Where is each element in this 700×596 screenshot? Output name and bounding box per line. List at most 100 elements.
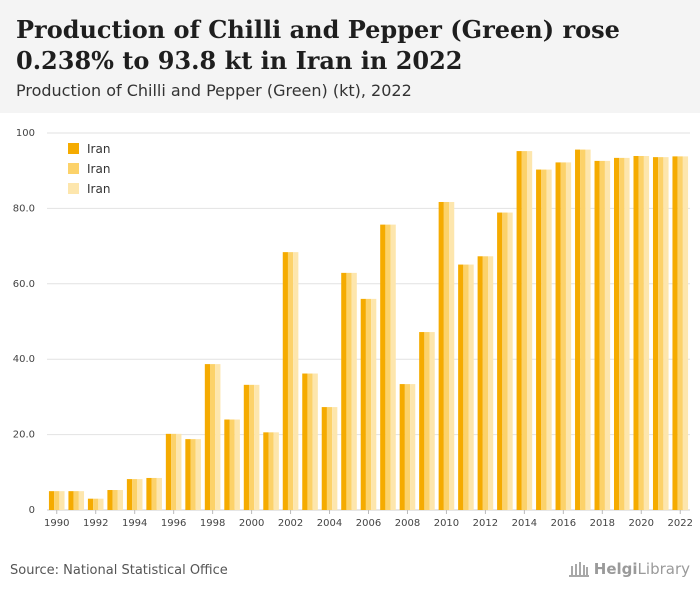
bar-group-1996 bbox=[165, 433, 182, 510]
legend-swatch bbox=[68, 143, 79, 154]
x-tick-label: 2004 bbox=[317, 518, 342, 529]
bar bbox=[234, 419, 240, 510]
bar-group-1995 bbox=[146, 477, 162, 510]
legend-item: Iran bbox=[68, 162, 110, 176]
legend-label: Iran bbox=[87, 182, 110, 196]
bar bbox=[429, 332, 435, 510]
bar bbox=[672, 156, 678, 510]
bar bbox=[555, 162, 561, 510]
bar bbox=[497, 212, 503, 510]
bar bbox=[263, 432, 269, 510]
bar-group-2004 bbox=[321, 407, 338, 510]
y-tick-label: 100 bbox=[16, 128, 35, 139]
x-tick-label: 2010 bbox=[434, 518, 459, 529]
bar bbox=[619, 157, 625, 510]
bar-group-2006 bbox=[360, 298, 377, 510]
bar bbox=[332, 407, 338, 510]
bar bbox=[273, 432, 279, 510]
bar bbox=[385, 224, 391, 510]
bar bbox=[54, 491, 60, 510]
bar bbox=[419, 332, 425, 510]
logo-text: HelgiLibrary bbox=[594, 560, 690, 578]
bar bbox=[633, 155, 639, 510]
bar-group-2012 bbox=[477, 256, 494, 510]
bar bbox=[463, 264, 469, 510]
legend-item: Iran bbox=[68, 142, 110, 156]
bar bbox=[204, 364, 211, 510]
bar-group-2010 bbox=[438, 201, 455, 510]
bar bbox=[438, 201, 444, 510]
y-tick-label: 40.0 bbox=[13, 354, 35, 365]
bar-group-2011 bbox=[458, 264, 474, 510]
y-tick-label: 80.0 bbox=[13, 203, 35, 214]
bar bbox=[59, 491, 65, 510]
bar bbox=[185, 439, 191, 510]
bar bbox=[68, 491, 74, 510]
logo-text-bold: Helgi bbox=[593, 560, 638, 578]
bar-group-1997 bbox=[185, 439, 201, 510]
bar bbox=[575, 149, 581, 510]
bar bbox=[560, 162, 566, 510]
bar bbox=[449, 201, 455, 510]
x-axis: 1990 1992 1994 1996 1998 2000 2002 2004 2006 2008… bbox=[44, 510, 693, 529]
bar-group-1991 bbox=[68, 491, 85, 510]
legend-swatch bbox=[68, 163, 79, 174]
header: Production of Chilli and Pepper (Green) … bbox=[0, 0, 700, 113]
bar bbox=[399, 384, 405, 510]
bar bbox=[682, 156, 689, 510]
x-tick-label: 2014 bbox=[512, 518, 537, 529]
bar bbox=[404, 384, 411, 510]
bar bbox=[248, 384, 255, 510]
bar-group-2001 bbox=[263, 432, 279, 510]
bar bbox=[282, 252, 288, 510]
y-tick-label: 0 bbox=[29, 505, 35, 516]
bar bbox=[424, 332, 430, 510]
bar-group-2008 bbox=[399, 384, 416, 510]
bar bbox=[565, 162, 572, 510]
bar bbox=[215, 364, 221, 510]
bar-group-2021 bbox=[652, 157, 669, 510]
bar bbox=[117, 490, 123, 510]
legend-swatch bbox=[68, 183, 79, 194]
bar-group-2020 bbox=[633, 155, 650, 510]
bar bbox=[677, 156, 683, 510]
x-tick-label: 2008 bbox=[395, 518, 420, 529]
bar bbox=[658, 157, 664, 510]
x-tick-label: 2020 bbox=[629, 518, 654, 529]
bar-group-2015 bbox=[536, 169, 552, 510]
bar bbox=[652, 157, 659, 510]
bar bbox=[165, 433, 172, 510]
bar bbox=[482, 256, 489, 510]
bar bbox=[287, 252, 294, 510]
bar bbox=[146, 477, 152, 510]
bar-group-2005 bbox=[341, 272, 357, 510]
bar bbox=[541, 169, 547, 510]
bar bbox=[371, 298, 377, 510]
bar bbox=[48, 491, 55, 510]
bar bbox=[224, 419, 230, 510]
bar bbox=[93, 498, 99, 510]
x-tick-label: 2000 bbox=[239, 518, 264, 529]
bar-group-1998 bbox=[204, 364, 221, 510]
bar-group-2019 bbox=[614, 157, 630, 510]
bar bbox=[107, 490, 113, 510]
bar bbox=[351, 272, 357, 510]
x-tick-label: 2006 bbox=[356, 518, 381, 529]
bar bbox=[410, 384, 416, 510]
bar bbox=[380, 224, 386, 510]
bar bbox=[195, 439, 201, 510]
y-tick-label: 20.0 bbox=[13, 430, 35, 441]
bar-group-2018 bbox=[594, 160, 611, 510]
chart-title: Production of Chilli and Pepper (Green) … bbox=[16, 15, 620, 75]
bar bbox=[171, 433, 177, 510]
bar bbox=[458, 264, 464, 510]
x-tick-label: 2012 bbox=[473, 518, 498, 529]
bar-group-2016 bbox=[555, 162, 572, 510]
bar bbox=[156, 477, 162, 510]
bar-group-2003 bbox=[302, 373, 318, 510]
bar bbox=[580, 149, 586, 510]
bar bbox=[151, 477, 157, 510]
bar-group-1993 bbox=[107, 490, 123, 510]
bar bbox=[87, 498, 94, 510]
bar bbox=[468, 264, 474, 510]
